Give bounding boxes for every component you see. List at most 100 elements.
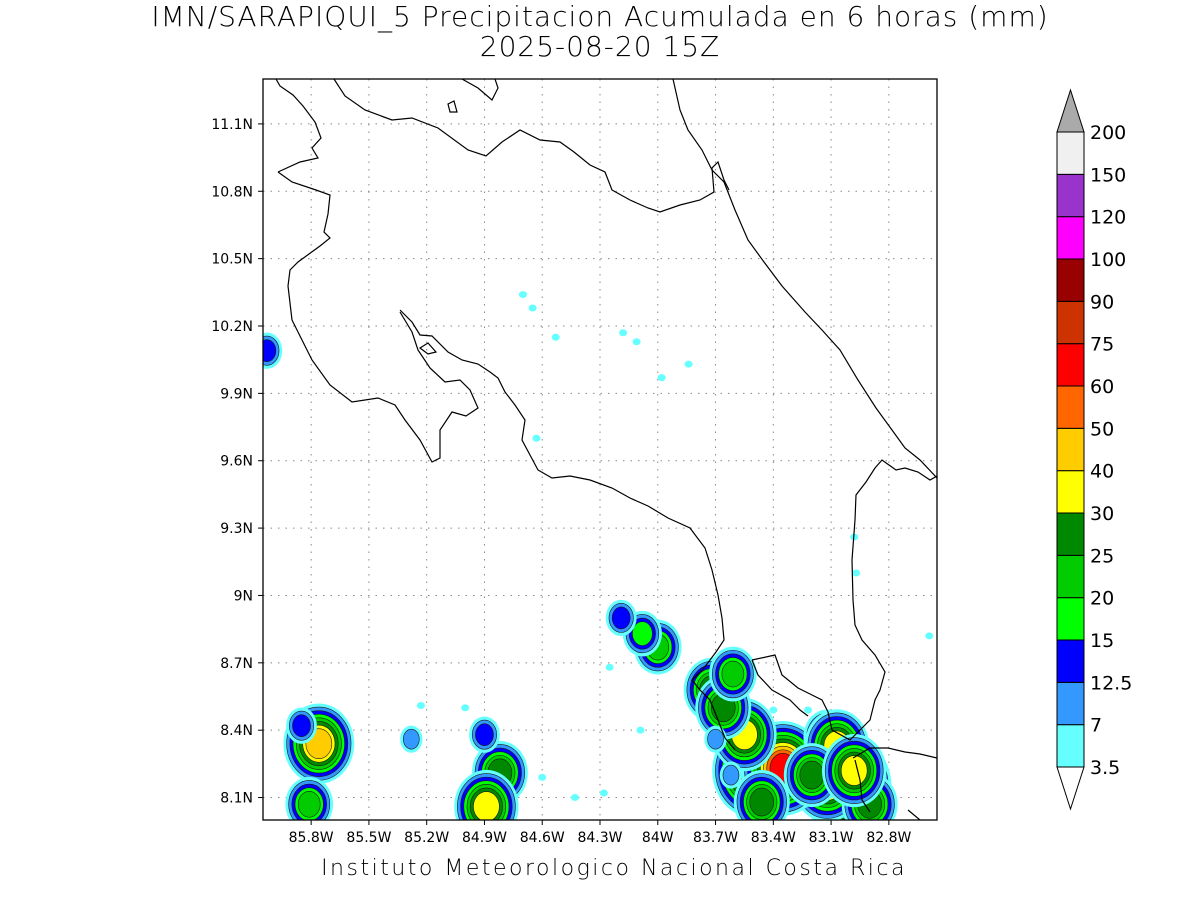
lon-tick-label: 85.5W — [346, 830, 391, 846]
colorbar-segment — [1056, 512, 1085, 556]
lat-tick-label: 9.9N — [220, 386, 253, 402]
lat-tick-label: 8.1N — [220, 791, 253, 807]
lon-tick-label: 84.6W — [520, 830, 565, 846]
colorbar-segment — [1056, 385, 1085, 429]
colorbar-label: 20 — [1090, 588, 1114, 610]
chart-subtitle-datetime: 2025-08-20 15Z — [479, 30, 721, 63]
colorbar-label: 30 — [1090, 503, 1114, 525]
precip-light-spot — [684, 360, 693, 368]
colorbar-legend: 3.5 7 12.5 15 20 25 30 40 50 60 75 90 100 120 150 200 — [1056, 88, 1132, 811]
border-panama-south — [854, 759, 871, 813]
coastline-pacific-northwest — [277, 171, 479, 463]
coastline-caribbean — [672, 79, 937, 479]
chart-title: IMN/SARAPIQUI_5 Precipitacion Acumulada … — [151, 0, 1049, 33]
lat-tick-label: 8.7N — [220, 656, 253, 672]
precip-cell — [286, 707, 317, 744]
precip-light-spot — [461, 704, 470, 712]
colorbar-segment — [1056, 343, 1085, 387]
precip-light-spot — [528, 304, 537, 312]
precip-contour — [475, 723, 494, 746]
colorbar-label: 25 — [1090, 545, 1114, 567]
precip-cell — [821, 734, 887, 808]
colorbar-segment — [1056, 639, 1085, 683]
colorbar-segment — [1056, 427, 1085, 472]
colorbar-segment — [1056, 554, 1085, 599]
lon-tick-label: 84.3W — [577, 830, 622, 846]
precip-contour — [292, 714, 311, 737]
lon-tick-label: 85.8W — [289, 830, 334, 846]
precip-cell — [733, 770, 790, 820]
coastline-gulf-nicoya — [399, 309, 736, 751]
precip-light-spot — [416, 701, 425, 709]
colorbar-segment — [1056, 681, 1085, 726]
longitude-axis: 85.8W 85.5W 85.2W 84.9W 84.6W 84.3W 84W 83.7W 83… — [289, 820, 912, 846]
island-ometepe — [447, 100, 458, 113]
precip-light-spot — [538, 773, 547, 781]
colorbar-label: 90 — [1090, 291, 1114, 313]
lon-tick-label: 83.1W — [809, 830, 854, 846]
precip-light-spot — [632, 338, 641, 346]
colorbar-segment — [1056, 300, 1085, 345]
precip-contour — [263, 339, 277, 362]
precip-light-spot — [636, 726, 645, 734]
precip-contour — [402, 728, 420, 750]
precip-contour — [632, 621, 653, 646]
lon-tick-label: 82.8W — [866, 830, 911, 846]
precip-contour — [799, 760, 825, 790]
precip-cell — [704, 725, 727, 753]
precip-light-spot — [852, 569, 861, 577]
colorbar-label: 200 — [1090, 122, 1126, 144]
precip-contour — [749, 787, 775, 817]
colorbar-label: 12.5 — [1090, 672, 1132, 694]
lat-tick-label: 10.2N — [211, 319, 253, 335]
precip-light-spot — [551, 333, 560, 341]
colorbar-label: 120 — [1090, 207, 1126, 229]
lon-tick-label: 83.4W — [751, 830, 796, 846]
coastline-osa-peninsula — [751, 459, 937, 741]
colorbar-label: 100 — [1090, 249, 1126, 271]
precip-light-spot — [925, 632, 934, 640]
lat-tick-label: 8.4N — [220, 723, 253, 739]
colorbar-label: 40 — [1090, 461, 1114, 483]
precip-light-spot — [599, 789, 608, 797]
precip-cell — [454, 769, 519, 820]
border-panama — [852, 747, 937, 759]
map-frame — [262, 78, 938, 821]
colorbar-segment — [1056, 216, 1085, 260]
colorbar-segment — [1056, 597, 1085, 641]
lat-tick-label: 9.6N — [220, 454, 253, 470]
precip-contour — [722, 764, 740, 786]
colorbar-label: 75 — [1090, 334, 1114, 356]
lat-tick-label: 9.3N — [220, 521, 253, 537]
footer-credit: Instituto Meteorologico Nacional Costa R… — [321, 856, 907, 881]
coastline-nicoya-pacific — [275, 79, 322, 173]
border-nicaragua — [333, 79, 730, 213]
coastline-borders — [275, 79, 937, 820]
colorbar-label: 150 — [1090, 164, 1126, 186]
precip-cell — [469, 716, 500, 753]
colorbar-segment — [1056, 173, 1085, 218]
precip-light-spot — [803, 706, 812, 714]
precipitation-field — [263, 291, 934, 820]
precip-cell — [719, 761, 743, 789]
precip-light-spot — [605, 663, 614, 671]
colorbar-over-arrow — [1056, 88, 1085, 133]
precip-contour — [840, 755, 868, 786]
lon-tick-label: 83.7W — [693, 830, 738, 846]
colorbar-label: 7 — [1090, 715, 1102, 737]
precip-cell — [709, 646, 757, 702]
island-nicoya-gulf — [418, 342, 438, 355]
lat-tick-label: 9N — [234, 588, 253, 604]
precip-light-spot — [518, 291, 527, 299]
colorbar-segment — [1056, 470, 1085, 514]
precip-light-spot — [532, 434, 541, 442]
precip-light-spot — [619, 329, 628, 337]
island-coast-burica — [907, 809, 921, 820]
colorbar-segment — [1056, 724, 1085, 768]
precip-cell — [400, 725, 423, 753]
precip-light-spot — [657, 374, 666, 382]
colorbar-label: 15 — [1090, 630, 1114, 652]
precip-contour — [297, 790, 321, 818]
lon-tick-label: 84.9W — [462, 830, 507, 846]
